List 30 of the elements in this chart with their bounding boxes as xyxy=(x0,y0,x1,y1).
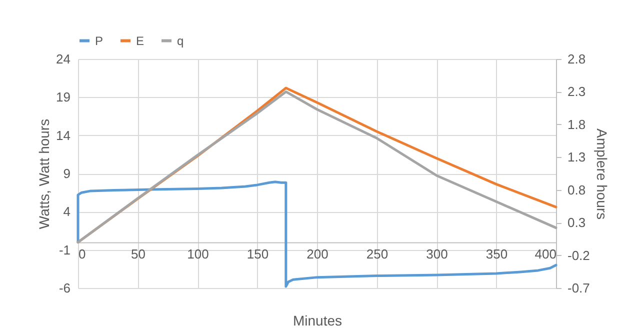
x-tick-label: 350 xyxy=(486,246,508,262)
y-tick-label: 4 xyxy=(63,204,70,220)
y-tick-label: -6 xyxy=(58,280,70,296)
x-tick-label: 400 xyxy=(534,246,556,262)
x-tick-label: 150 xyxy=(246,246,269,262)
y2-tick-label: 2.8 xyxy=(568,52,586,66)
y2-tick-label: 0.3 xyxy=(568,215,586,230)
y2-tick-label: 1.8 xyxy=(568,116,586,132)
x-tick-label: 300 xyxy=(426,246,448,262)
y-tick-label: 19 xyxy=(56,90,70,105)
y-tick-label: -1 xyxy=(58,242,70,258)
y2-tick-label: 0.8 xyxy=(568,182,586,198)
y2-tick-label: -0.7 xyxy=(568,280,590,296)
y-tick-label: 14 xyxy=(56,128,70,143)
y2-tick-label: -0.2 xyxy=(568,248,590,263)
y2-tick-label: 1.3 xyxy=(568,150,586,165)
x-tick-label: 250 xyxy=(366,246,388,262)
x-tick-label: 50 xyxy=(131,246,146,262)
legend-label: P xyxy=(95,34,104,48)
x-tick-label: 0 xyxy=(78,246,86,262)
y-tick-label: 9 xyxy=(63,166,70,181)
y2-axis-title: Amplere hours xyxy=(594,128,610,220)
y-axis-title: Watts, Watt hours xyxy=(36,118,52,230)
x-axis-title: Minutes xyxy=(292,312,342,328)
legend-label: E xyxy=(136,34,144,48)
y-tick-label: 24 xyxy=(56,52,70,66)
x-tick-label: 100 xyxy=(187,246,209,262)
legend-label: q xyxy=(177,34,184,48)
y2-tick-label: 2.3 xyxy=(568,84,586,100)
x-tick-label: 200 xyxy=(306,246,328,262)
